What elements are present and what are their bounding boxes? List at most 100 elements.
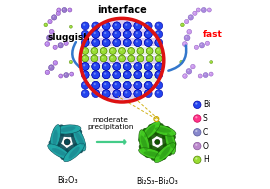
Circle shape bbox=[92, 81, 100, 89]
Circle shape bbox=[65, 42, 66, 43]
Circle shape bbox=[185, 36, 187, 38]
Circle shape bbox=[123, 22, 131, 30]
FancyArrowPatch shape bbox=[168, 46, 186, 71]
Circle shape bbox=[46, 43, 47, 44]
Circle shape bbox=[146, 24, 148, 26]
Circle shape bbox=[83, 49, 85, 51]
Circle shape bbox=[115, 32, 117, 34]
Ellipse shape bbox=[71, 125, 84, 153]
Circle shape bbox=[186, 68, 192, 74]
Circle shape bbox=[113, 39, 121, 46]
Circle shape bbox=[115, 73, 117, 75]
Circle shape bbox=[136, 64, 138, 66]
Circle shape bbox=[139, 49, 140, 51]
Circle shape bbox=[123, 39, 131, 46]
Circle shape bbox=[81, 81, 89, 89]
Circle shape bbox=[63, 9, 65, 10]
Circle shape bbox=[155, 90, 163, 98]
Circle shape bbox=[199, 43, 205, 48]
Circle shape bbox=[102, 39, 110, 46]
Circle shape bbox=[148, 49, 150, 51]
Circle shape bbox=[100, 48, 107, 54]
Circle shape bbox=[102, 71, 110, 79]
Circle shape bbox=[146, 91, 148, 94]
Circle shape bbox=[115, 40, 117, 43]
Ellipse shape bbox=[139, 130, 150, 156]
Ellipse shape bbox=[151, 141, 176, 161]
Circle shape bbox=[155, 71, 163, 79]
Text: H: H bbox=[203, 155, 209, 164]
Circle shape bbox=[144, 39, 152, 46]
Circle shape bbox=[119, 48, 125, 54]
Circle shape bbox=[198, 74, 202, 78]
Circle shape bbox=[144, 39, 152, 46]
Circle shape bbox=[100, 55, 107, 62]
Circle shape bbox=[134, 22, 142, 30]
Circle shape bbox=[144, 30, 152, 38]
Circle shape bbox=[83, 57, 85, 58]
Circle shape bbox=[45, 70, 50, 75]
Circle shape bbox=[113, 39, 121, 46]
Circle shape bbox=[192, 65, 193, 67]
Circle shape bbox=[50, 66, 52, 67]
Circle shape bbox=[115, 91, 117, 94]
Circle shape bbox=[199, 75, 200, 76]
Circle shape bbox=[155, 139, 160, 145]
Circle shape bbox=[119, 55, 125, 62]
Circle shape bbox=[113, 81, 121, 89]
Circle shape bbox=[134, 30, 142, 38]
Circle shape bbox=[102, 30, 110, 38]
Ellipse shape bbox=[162, 126, 174, 156]
Circle shape bbox=[115, 83, 117, 85]
Circle shape bbox=[144, 71, 152, 79]
Circle shape bbox=[196, 8, 200, 12]
Circle shape bbox=[157, 24, 159, 26]
Circle shape bbox=[81, 30, 89, 38]
Circle shape bbox=[188, 30, 189, 32]
Circle shape bbox=[81, 39, 89, 46]
Circle shape bbox=[100, 48, 107, 54]
Ellipse shape bbox=[69, 147, 80, 159]
Circle shape bbox=[102, 81, 110, 89]
Ellipse shape bbox=[144, 125, 155, 138]
Circle shape bbox=[187, 70, 189, 71]
Circle shape bbox=[134, 81, 142, 89]
Circle shape bbox=[57, 8, 61, 12]
Circle shape bbox=[210, 73, 211, 74]
Circle shape bbox=[104, 40, 106, 43]
Circle shape bbox=[157, 91, 159, 94]
Ellipse shape bbox=[48, 144, 71, 160]
Circle shape bbox=[123, 63, 131, 70]
Circle shape bbox=[82, 55, 89, 62]
Circle shape bbox=[129, 57, 131, 58]
Circle shape bbox=[193, 11, 197, 15]
Circle shape bbox=[210, 61, 211, 62]
Text: interface: interface bbox=[97, 5, 147, 15]
Circle shape bbox=[119, 48, 125, 54]
Circle shape bbox=[155, 30, 163, 38]
Circle shape bbox=[44, 23, 48, 27]
Circle shape bbox=[201, 44, 202, 45]
Circle shape bbox=[136, 73, 138, 75]
Circle shape bbox=[123, 90, 131, 98]
Circle shape bbox=[125, 83, 127, 85]
Circle shape bbox=[109, 55, 116, 62]
Circle shape bbox=[136, 91, 138, 94]
Circle shape bbox=[81, 63, 89, 70]
Bar bbox=[81, 75, 163, 82]
Circle shape bbox=[155, 63, 163, 70]
Circle shape bbox=[136, 32, 138, 34]
Circle shape bbox=[144, 90, 152, 98]
Circle shape bbox=[70, 61, 71, 62]
Text: Bi₂S₃–Bi₂O₃: Bi₂S₃–Bi₂O₃ bbox=[136, 177, 178, 186]
Circle shape bbox=[195, 116, 197, 118]
Circle shape bbox=[183, 74, 187, 78]
Circle shape bbox=[54, 62, 55, 63]
Circle shape bbox=[136, 83, 138, 85]
Circle shape bbox=[203, 73, 208, 77]
Circle shape bbox=[102, 49, 104, 51]
Circle shape bbox=[146, 64, 148, 66]
Circle shape bbox=[58, 43, 63, 48]
Circle shape bbox=[184, 19, 189, 24]
Circle shape bbox=[146, 48, 153, 54]
